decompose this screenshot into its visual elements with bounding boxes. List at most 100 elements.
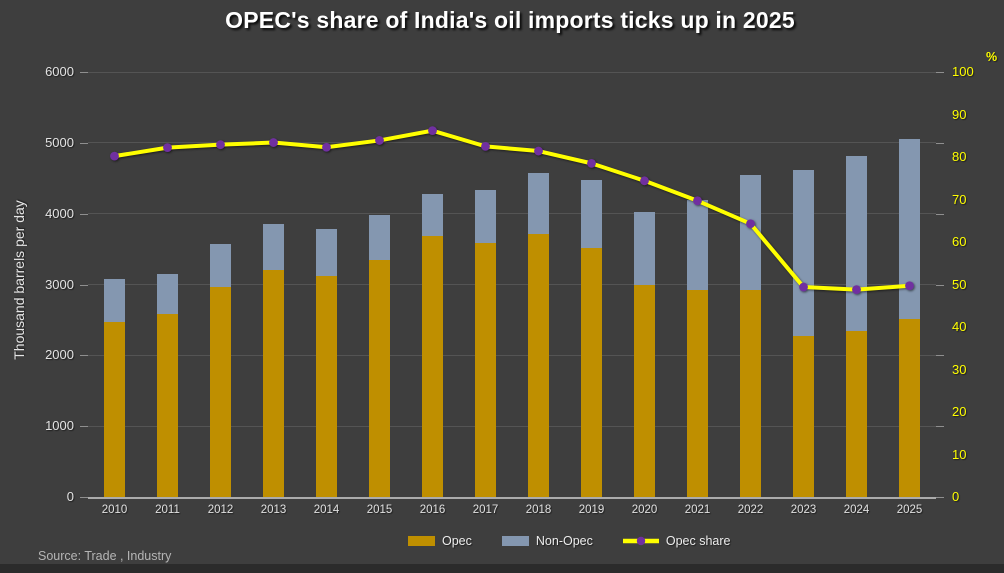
x-tick-label: 2018 [525,504,552,516]
bar-opec-2024 [846,330,867,497]
line-marker-2015 [375,136,384,145]
y-right-tick-label: 10 [952,446,967,462]
x-tick-label: 2015 [366,504,393,516]
bar-nonopec-2013 [263,224,284,270]
bar-opec-2013 [263,269,284,497]
y-right-tick-mark [936,497,944,498]
x-tick-label: 2011 [155,504,180,516]
bar-opec-2014 [316,276,337,497]
y-right-tick-label: 80 [952,149,967,164]
y-right-tick-mark [936,426,944,428]
line-marker-2019 [587,158,596,168]
bar-opec-2016 [422,235,443,497]
gridline [88,142,936,144]
bar-opec-2018 [528,233,549,497]
bar-nonopec-2024 [846,155,867,331]
y-right-tick-label: 50 [952,276,967,292]
source-note: Source: Trade , Industry [38,549,172,563]
line-marker-2018 [534,146,543,156]
gridline [88,425,936,427]
bar-opec-2012 [210,287,231,497]
x-tick-label: 2021 [684,504,711,516]
y-right-tick-label: 60 [952,234,967,249]
y-right-tick-label: 70 [952,191,967,207]
y-right-tick-label: 0 [952,489,960,504]
bar-opec-2017 [475,243,496,497]
y-right-tick-label: 30 [952,361,967,377]
y-left-tick-label: 0 [66,489,74,504]
bar-opec-2022 [740,290,761,497]
x-tick-label: 2013 [260,504,287,516]
y-right-tick-label: 90 [952,106,967,122]
gridline [88,71,936,73]
x-tick-label: 2020 [631,504,658,516]
y-left-tick-mark [80,142,88,144]
bar-opec-2011 [157,313,178,497]
y-left-tick-label: 5000 [45,134,74,150]
legend: Opec Non-Opec Opec share [408,531,731,551]
y-right-tick-label: 100 [952,64,974,79]
line-marker-2011 [163,143,172,153]
legend-label: Opec share [665,534,731,548]
x-tick-label: 2017 [472,504,499,516]
bar-nonopec-2019 [581,180,602,249]
line-marker-2010 [110,151,119,161]
bar-nonopec-2020 [634,212,655,286]
y-left-tick-mark [80,213,88,215]
bar-nonopec-2011 [157,273,178,314]
x-tick-label: 2023 [790,504,817,516]
bar-opec-2020 [634,285,655,497]
x-tick-label: 2025 [896,504,923,516]
plot-area [88,71,936,499]
y-left-tick-mark [80,284,88,286]
bar-nonopec-2015 [369,215,390,261]
bar-nonopec-2012 [210,244,231,288]
x-tick-label: 2019 [578,504,605,516]
bar-nonopec-2010 [104,278,125,323]
bar-opec-2023 [793,335,814,497]
line-marker-2014 [322,142,331,152]
y-axis-title-right: % [986,50,998,64]
y-left-tick-mark [80,426,88,428]
bar-opec-2025 [899,319,920,497]
x-tick-label: 2012 [207,504,234,516]
bar-nonopec-2023 [793,169,814,336]
y-right-tick-mark [936,284,944,286]
y-left-tick-label: 1000 [45,418,74,434]
bottom-bar [0,564,1004,573]
legend-item-non-opec: Non-Opec [501,534,593,548]
y-right-tick-label: 40 [952,319,967,334]
y-left-tick-mark [80,497,88,498]
legend-item-opec: Opec [408,534,472,548]
bar-opec-2021 [687,290,708,497]
bar-nonopec-2021 [687,200,708,291]
legend-label: Non-Opec [535,534,593,548]
x-tick-label: 2014 [313,504,340,516]
y-left-tick-label: 2000 [45,347,74,363]
y-left-tick-mark [80,72,88,73]
bar-nonopec-2017 [475,189,496,244]
bar-nonopec-2018 [528,173,549,234]
x-tick-label: 2016 [419,504,446,516]
y-left-tick-label: 3000 [45,276,74,292]
legend-swatch-opec [408,536,435,546]
y-left-tick-mark [80,355,88,357]
line-marker-2020 [640,176,649,186]
legend-swatch-line [622,536,659,546]
bar-opec-2019 [581,248,602,497]
x-tick-label: 2022 [737,504,764,516]
gridline [88,354,936,356]
y-right-tick-mark [936,72,944,73]
legend-swatch-non-opec [501,536,529,546]
legend-label: Opec [442,534,472,548]
y-right-tick-mark [936,213,944,215]
chart-title: OPEC's share of India's oil imports tick… [225,7,795,33]
bar-nonopec-2022 [740,175,761,291]
bar-opec-2010 [104,322,125,497]
y-left-tick-label: 4000 [45,205,74,221]
y-right-tick-mark [936,355,944,357]
bar-nonopec-2025 [899,139,920,320]
bar-nonopec-2016 [422,193,443,236]
y-right-tick-mark [936,142,944,144]
